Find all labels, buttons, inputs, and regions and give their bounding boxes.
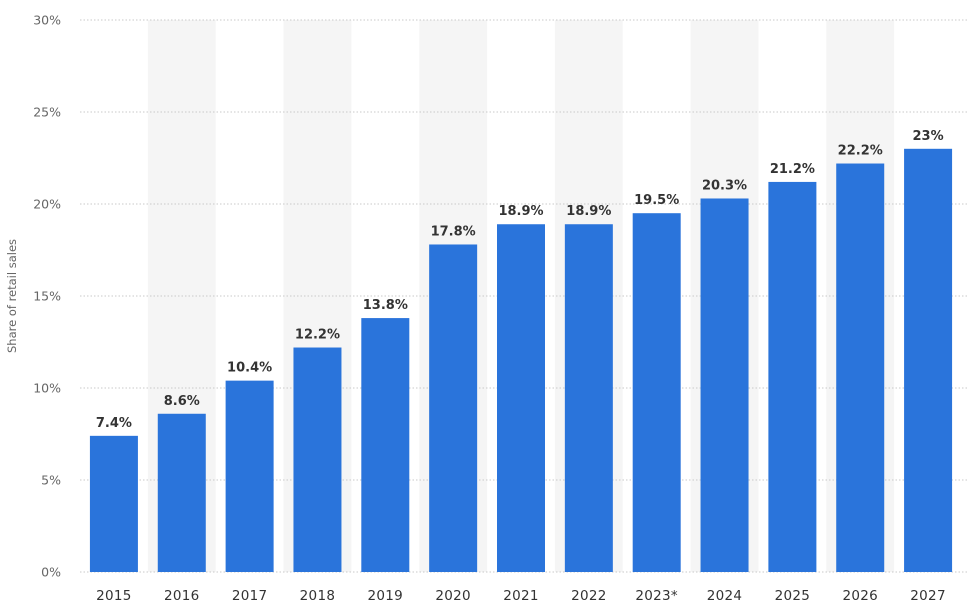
x-tick-label: 2021 xyxy=(503,588,539,604)
x-axis-ticks: 2015 2016 2017 2018 2019 2020 2021 2022 2023* 202… xyxy=(96,588,946,604)
bar-value-label: 13.8% xyxy=(363,298,408,313)
y-tick-label: 20% xyxy=(33,197,61,212)
y-tick-label: 10% xyxy=(33,381,61,396)
y-tick-label: 0% xyxy=(41,565,61,580)
bar-2027[interactable] xyxy=(904,148,953,573)
value-labels: 7.4% 8.6% 10.4% 12.2% 13.8% 17.8% 18.9% 18.9% 19… xyxy=(96,129,944,431)
bar-2025[interactable] xyxy=(768,181,817,573)
bar-value-label: 20.3% xyxy=(702,178,747,193)
bar-2020[interactable] xyxy=(429,244,478,573)
bar-2018[interactable] xyxy=(293,347,342,572)
y-tick-label: 15% xyxy=(33,289,61,304)
x-tick-label: 2027 xyxy=(910,588,946,604)
x-tick-label: 2019 xyxy=(368,588,404,604)
bar-2023[interactable] xyxy=(632,213,681,572)
bar-value-label: 10.4% xyxy=(227,361,272,376)
x-tick-label: 2025 xyxy=(775,588,811,604)
bar-2017[interactable] xyxy=(225,380,274,572)
bar-2021[interactable] xyxy=(497,224,545,573)
x-tick-label: 2017 xyxy=(232,588,268,604)
x-tick-label: 2018 xyxy=(300,588,336,604)
bar-value-label: 7.4% xyxy=(96,416,132,431)
bar-2024[interactable] xyxy=(700,198,749,573)
bar-2015[interactable] xyxy=(89,435,138,572)
bar-value-label: 18.9% xyxy=(498,204,543,219)
bar-value-label: 23% xyxy=(913,129,944,144)
bar-value-label: 19.5% xyxy=(634,193,679,208)
x-tick-label: 2023* xyxy=(635,588,678,604)
x-tick-label: 2020 xyxy=(435,588,471,604)
bar-2022[interactable] xyxy=(564,224,613,573)
bars xyxy=(89,148,953,573)
bar-2019[interactable] xyxy=(361,318,410,572)
x-tick-label: 2022 xyxy=(571,588,607,604)
bar-value-label: 8.6% xyxy=(164,394,200,409)
bar-value-label: 22.2% xyxy=(838,144,883,159)
bar-2026[interactable] xyxy=(836,163,885,572)
bar-value-label: 12.2% xyxy=(295,328,340,343)
x-tick-label: 2016 xyxy=(164,588,200,604)
x-tick-label: 2015 xyxy=(96,588,132,604)
y-axis-title: Share of retail sales xyxy=(5,239,19,353)
bar-2016[interactable] xyxy=(157,413,206,572)
y-tick-label: 25% xyxy=(33,105,61,120)
bar-value-label: 21.2% xyxy=(770,162,815,177)
y-tick-label: 5% xyxy=(41,473,61,488)
x-tick-label: 2026 xyxy=(842,588,878,604)
bar-value-label: 18.9% xyxy=(566,204,611,219)
y-axis-ticks: 0% 5% 10% 15% 20% 25% 30% xyxy=(33,13,61,580)
bar-value-label: 17.8% xyxy=(431,224,476,239)
x-tick-label: 2024 xyxy=(707,588,743,604)
y-tick-label: 30% xyxy=(33,13,61,28)
